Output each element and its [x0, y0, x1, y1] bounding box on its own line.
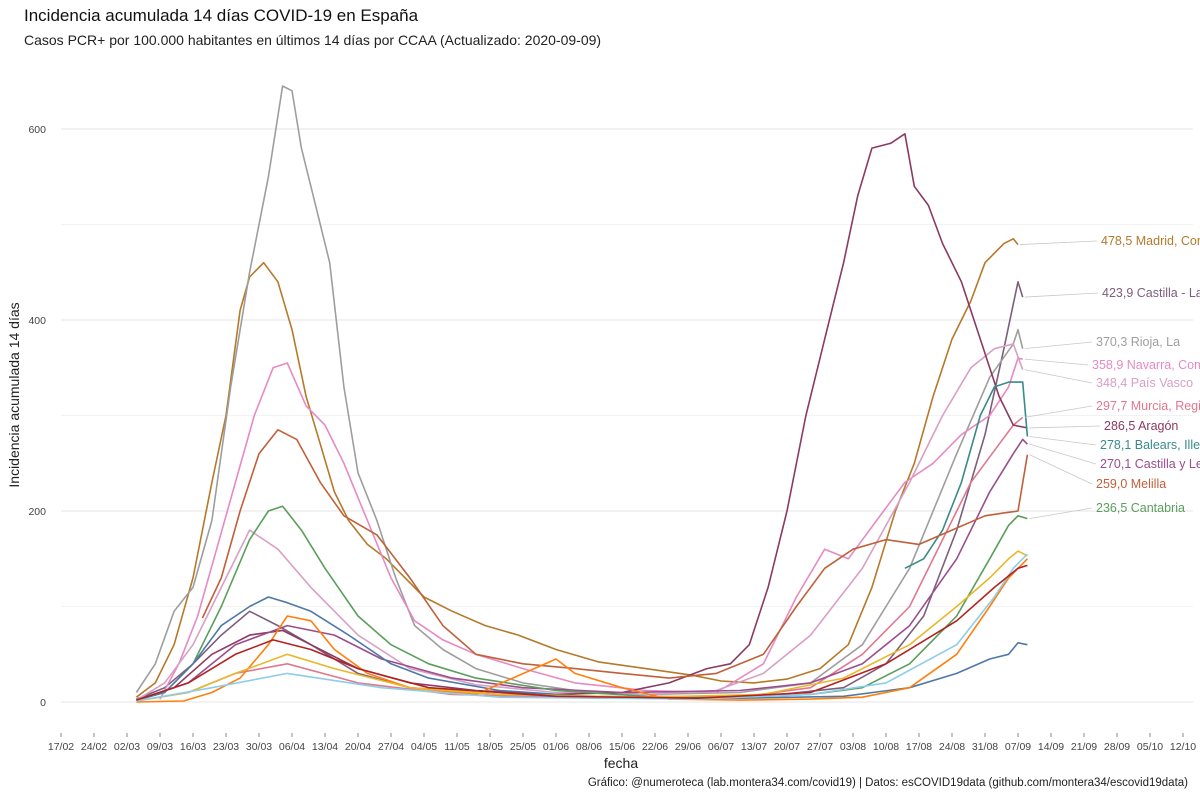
x-tick-label: 24/02	[81, 741, 107, 753]
chart-title: Incidencia acumulada 14 días COVID-19 en…	[24, 6, 419, 25]
series-end-label: 236,5 Cantabria	[1096, 501, 1185, 515]
series-end-label: 270,1 Castilla y León	[1100, 457, 1200, 471]
chart-caption: Gráfico: @numeroteca (lab.montera34.com/…	[587, 777, 1188, 789]
leader-line	[1024, 292, 1099, 298]
series-line-6	[136, 133, 1028, 701]
series-line-15	[136, 564, 1028, 701]
x-tick-label: 27/07	[807, 741, 833, 753]
x-tick-label: 20/07	[774, 741, 800, 753]
series-line-13	[136, 550, 1028, 702]
y-axis-ticks: 0 200 400 600	[28, 124, 46, 709]
y-axis-title: Incidencia acumulada 14 días	[6, 302, 22, 487]
leader-line	[1024, 369, 1093, 384]
y-tick-label: 200	[28, 506, 46, 518]
x-tick-label: 08/06	[576, 741, 602, 753]
x-tick-label: 29/06	[675, 741, 701, 753]
x-tick-label: 24/08	[939, 741, 965, 753]
x-tick-label: 14/09	[1038, 741, 1064, 753]
leader-line	[1029, 507, 1093, 520]
series-line-12	[136, 558, 1028, 703]
chart-subtitle: Casos PCR+ por 100.000 habitantes en últ…	[24, 32, 602, 48]
x-tick-label: 31/08	[972, 741, 998, 753]
x-tick-label: 06/04	[279, 741, 305, 753]
leader-line	[1029, 425, 1101, 429]
x-tick-label: 13/07	[741, 741, 767, 753]
series-end-label: 358,9 Navarra, Comunidad Foral de	[1092, 358, 1200, 372]
x-tick-label: 30/03	[246, 741, 272, 753]
leader-line	[1029, 454, 1093, 485]
leader-line	[1024, 341, 1093, 350]
x-axis-ticks: 17/02 24/02 02/03 09/03 16/03 23/03 30/03 06/04…	[48, 733, 1196, 753]
series-line-2	[135, 85, 1024, 696]
x-tick-label: 02/03	[114, 741, 140, 753]
y-tick-label: 400	[28, 315, 46, 327]
series-end-label: 297,7 Murcia, Región de	[1096, 399, 1200, 413]
series-line-0	[135, 238, 1019, 698]
series-lines	[135, 85, 1029, 703]
label-leader-lines	[1019, 240, 1101, 520]
series-line-1	[136, 281, 1024, 700]
series-line-9	[201, 429, 1029, 679]
x-tick-label: 12/10	[1170, 741, 1196, 753]
series-line-4	[135, 343, 1024, 701]
gridlines	[61, 128, 1193, 703]
x-tick-label: 25/05	[510, 741, 536, 753]
y-tick-label: 600	[28, 124, 46, 136]
series-line-14	[136, 553, 1028, 702]
x-tick-label: 04/05	[411, 741, 437, 753]
x-tick-label: 17/08	[906, 741, 932, 753]
series-end-label: 478,5 Madrid, Comunidad de	[1101, 234, 1200, 248]
x-tick-label: 27/04	[378, 741, 404, 753]
leader-line	[1019, 240, 1098, 245]
x-tick-label: 17/02	[48, 741, 74, 753]
series-end-label: 259,0 Melilla	[1096, 477, 1166, 491]
x-tick-label: 06/07	[708, 741, 734, 753]
x-tick-label: 20/04	[345, 741, 371, 753]
series-line-3	[159, 357, 1023, 700]
x-tick-label: 03/08	[840, 741, 866, 753]
y-tick-label: 0	[40, 697, 46, 709]
x-tick-label: 01/06	[543, 741, 569, 753]
x-tick-label: 11/05	[444, 741, 470, 753]
x-tick-label: 23/03	[213, 741, 239, 753]
x-tick-label: 05/10	[1137, 741, 1163, 753]
x-tick-label: 21/09	[1071, 741, 1097, 753]
x-tick-label: 10/08	[873, 741, 899, 753]
series-line-10	[136, 505, 1028, 701]
end-labels: 478,5 Madrid, Comunidad de 423,9 Castilla…	[1092, 234, 1200, 515]
series-end-label: 348,4 País Vasco	[1096, 376, 1193, 390]
leader-line	[1024, 358, 1089, 366]
leader-line	[1029, 443, 1097, 465]
series-end-label: 370,3 Rioja, La	[1096, 335, 1180, 349]
x-tick-label: 07/09	[1005, 741, 1031, 753]
series-end-label: 286,5 Aragón	[1104, 419, 1178, 433]
x-tick-label: 16/03	[180, 741, 206, 753]
x-tick-label: 22/06	[642, 741, 668, 753]
leader-line	[1024, 405, 1093, 418]
x-tick-label: 13/04	[312, 741, 338, 753]
x-tick-label: 15/06	[609, 741, 635, 753]
series-end-label: 278,1 Balears, Illes	[1100, 438, 1200, 452]
x-tick-label: 09/03	[147, 741, 173, 753]
series-line-7	[904, 381, 1029, 570]
series-line-11	[136, 596, 1028, 701]
leader-line	[1029, 436, 1097, 446]
x-tick-label: 18/05	[477, 741, 503, 753]
x-axis-title: fecha	[604, 755, 638, 771]
x-tick-label: 28/09	[1104, 741, 1130, 753]
series-end-label: 423,9 Castilla - La Mancha	[1102, 286, 1200, 300]
